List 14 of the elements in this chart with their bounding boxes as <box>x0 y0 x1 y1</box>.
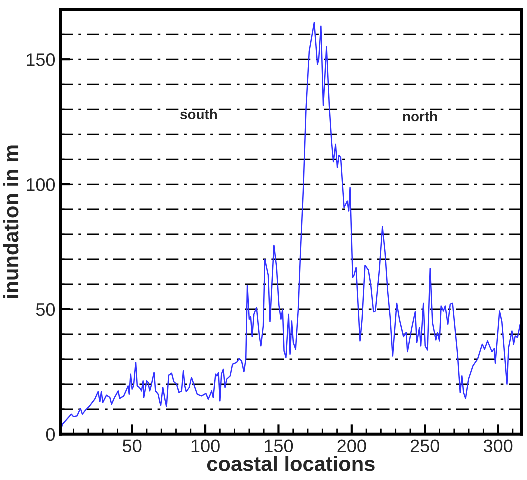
y-tick-label: 100 <box>27 178 56 192</box>
x-tick-label: 150 <box>265 440 294 453</box>
annotation: north <box>403 111 438 122</box>
annotation: south <box>180 109 217 120</box>
y-axis-title: inundation in m <box>3 146 19 298</box>
x-tick-label: 200 <box>338 440 366 453</box>
x-axis-title: coastal locations <box>207 456 375 472</box>
y-tick-label: 150 <box>27 54 56 66</box>
y-tick-label: 50 <box>36 303 56 316</box>
x-tick-label: 250 <box>410 440 440 453</box>
y-tick-label: 0 <box>46 428 56 442</box>
x-tick-label: 300 <box>484 440 513 453</box>
x-tick-label: 50 <box>123 440 142 453</box>
x-tick-label: 100 <box>192 440 220 453</box>
